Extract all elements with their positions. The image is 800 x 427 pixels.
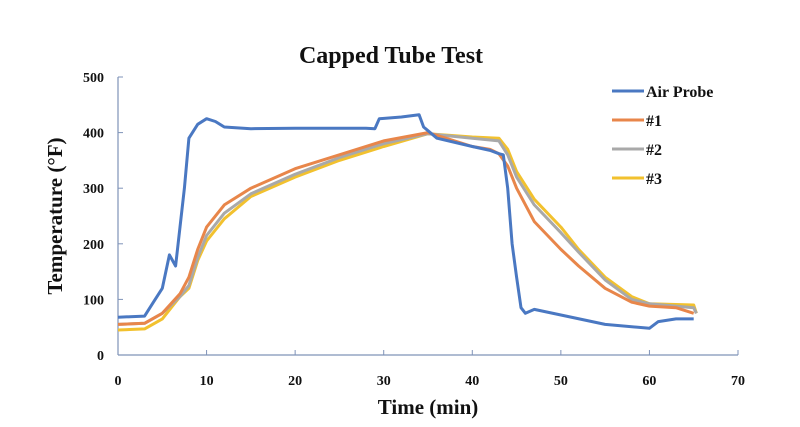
x-axis-label: Time (min) (378, 395, 479, 419)
y-tick-label: 0 (97, 349, 104, 364)
x-tick-label: 0 (115, 374, 122, 389)
x-tick-label: 60 (642, 374, 656, 389)
x-tick-label: 70 (731, 374, 745, 389)
y-tick-label: 300 (83, 182, 104, 197)
y-tick-label: 100 (83, 293, 104, 308)
legend-label: #2 (646, 142, 662, 159)
legend-label: #3 (646, 171, 662, 188)
y-tick-label: 500 (83, 71, 104, 86)
x-tick-label: 30 (377, 374, 391, 389)
x-tick-label: 40 (465, 374, 479, 389)
chart-title: Capped Tube Test (299, 43, 483, 69)
y-tick-label: 200 (83, 238, 104, 253)
series-line-airprobe (117, 113, 694, 330)
y-axis-label: Temperature (°F) (43, 137, 67, 294)
legend-label: #1 (646, 113, 662, 130)
y-tick-label: 400 (83, 127, 104, 142)
x-tick-label: 50 (554, 374, 568, 389)
x-tick-label: 20 (288, 374, 302, 389)
legend-label: Air Probe (646, 84, 713, 101)
series-line-1 (117, 131, 695, 326)
x-tick-label: 10 (200, 374, 214, 389)
